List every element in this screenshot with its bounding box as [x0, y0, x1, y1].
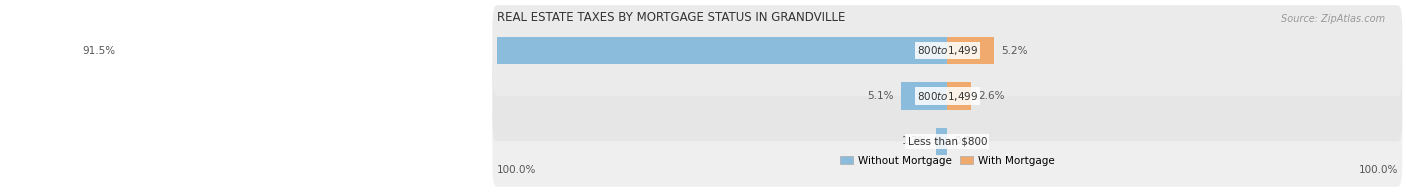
FancyBboxPatch shape — [492, 5, 1402, 96]
Text: 0.0%: 0.0% — [955, 136, 981, 146]
Bar — [122, 37, 948, 64]
FancyBboxPatch shape — [492, 96, 1402, 187]
Legend: Without Mortgage, With Mortgage: Without Mortgage, With Mortgage — [837, 152, 1059, 170]
Text: Less than $800: Less than $800 — [907, 136, 987, 146]
Bar — [935, 128, 948, 155]
Bar — [948, 83, 970, 110]
Text: 2.6%: 2.6% — [979, 91, 1004, 101]
Text: 100.0%: 100.0% — [496, 165, 536, 175]
Text: $800 to $1,499: $800 to $1,499 — [917, 90, 979, 103]
Text: Source: ZipAtlas.com: Source: ZipAtlas.com — [1281, 14, 1385, 24]
Text: $800 to $1,499: $800 to $1,499 — [917, 44, 979, 57]
Text: 5.2%: 5.2% — [1001, 46, 1028, 56]
Text: 100.0%: 100.0% — [1358, 165, 1398, 175]
Text: 91.5%: 91.5% — [83, 46, 115, 56]
Bar — [901, 83, 948, 110]
Bar — [948, 37, 994, 64]
FancyBboxPatch shape — [492, 51, 1402, 142]
Text: 5.1%: 5.1% — [868, 91, 894, 101]
Text: 1.3%: 1.3% — [901, 136, 928, 146]
Text: REAL ESTATE TAXES BY MORTGAGE STATUS IN GRANDVILLE: REAL ESTATE TAXES BY MORTGAGE STATUS IN … — [496, 11, 845, 24]
